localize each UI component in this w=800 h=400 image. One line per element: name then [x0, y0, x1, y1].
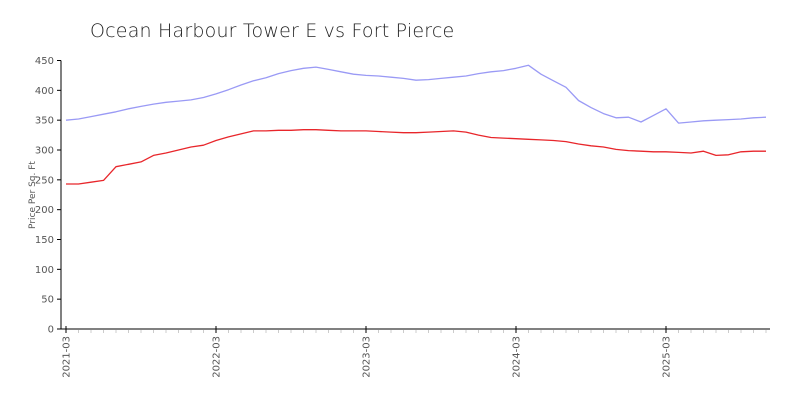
x-tick-label: 2025-03 [662, 336, 673, 378]
x-tick-label: 2021-03 [62, 336, 73, 378]
y-tick-label: 450 [35, 56, 54, 67]
y-tick-label: 0 [48, 325, 54, 336]
fort-pierce-line [66, 129, 766, 185]
x-tick-label: 2022-03 [212, 336, 223, 378]
ocean-harbour-tower-e-line [65, 64, 767, 124]
x-tick-label: 2024-03 [512, 336, 523, 378]
series-lines [65, 64, 767, 185]
y-tick-label: 250 [35, 175, 54, 186]
y-tick-label: 400 [35, 86, 54, 97]
y-tick-label: 100 [35, 265, 54, 276]
y-axis-label: Price Per Sq. Ft [28, 161, 38, 229]
x-tick-label: 2023-03 [362, 336, 373, 378]
y-tick-label: 200 [35, 205, 54, 216]
y-axis: 0 50 100 150 200 250 300 350 400 450 [35, 56, 62, 336]
y-tick-label: 50 [41, 295, 54, 306]
chart-title: Ocean Harbour Tower E vs Fort Pierce [90, 20, 455, 42]
y-tick-label: 150 [35, 235, 54, 246]
y-tick-label: 350 [35, 116, 54, 127]
x-axis: 2021-03 2022-03 2023-03 2024-03 2025-03 [61, 326, 770, 378]
y-tick-label: 300 [35, 146, 54, 157]
